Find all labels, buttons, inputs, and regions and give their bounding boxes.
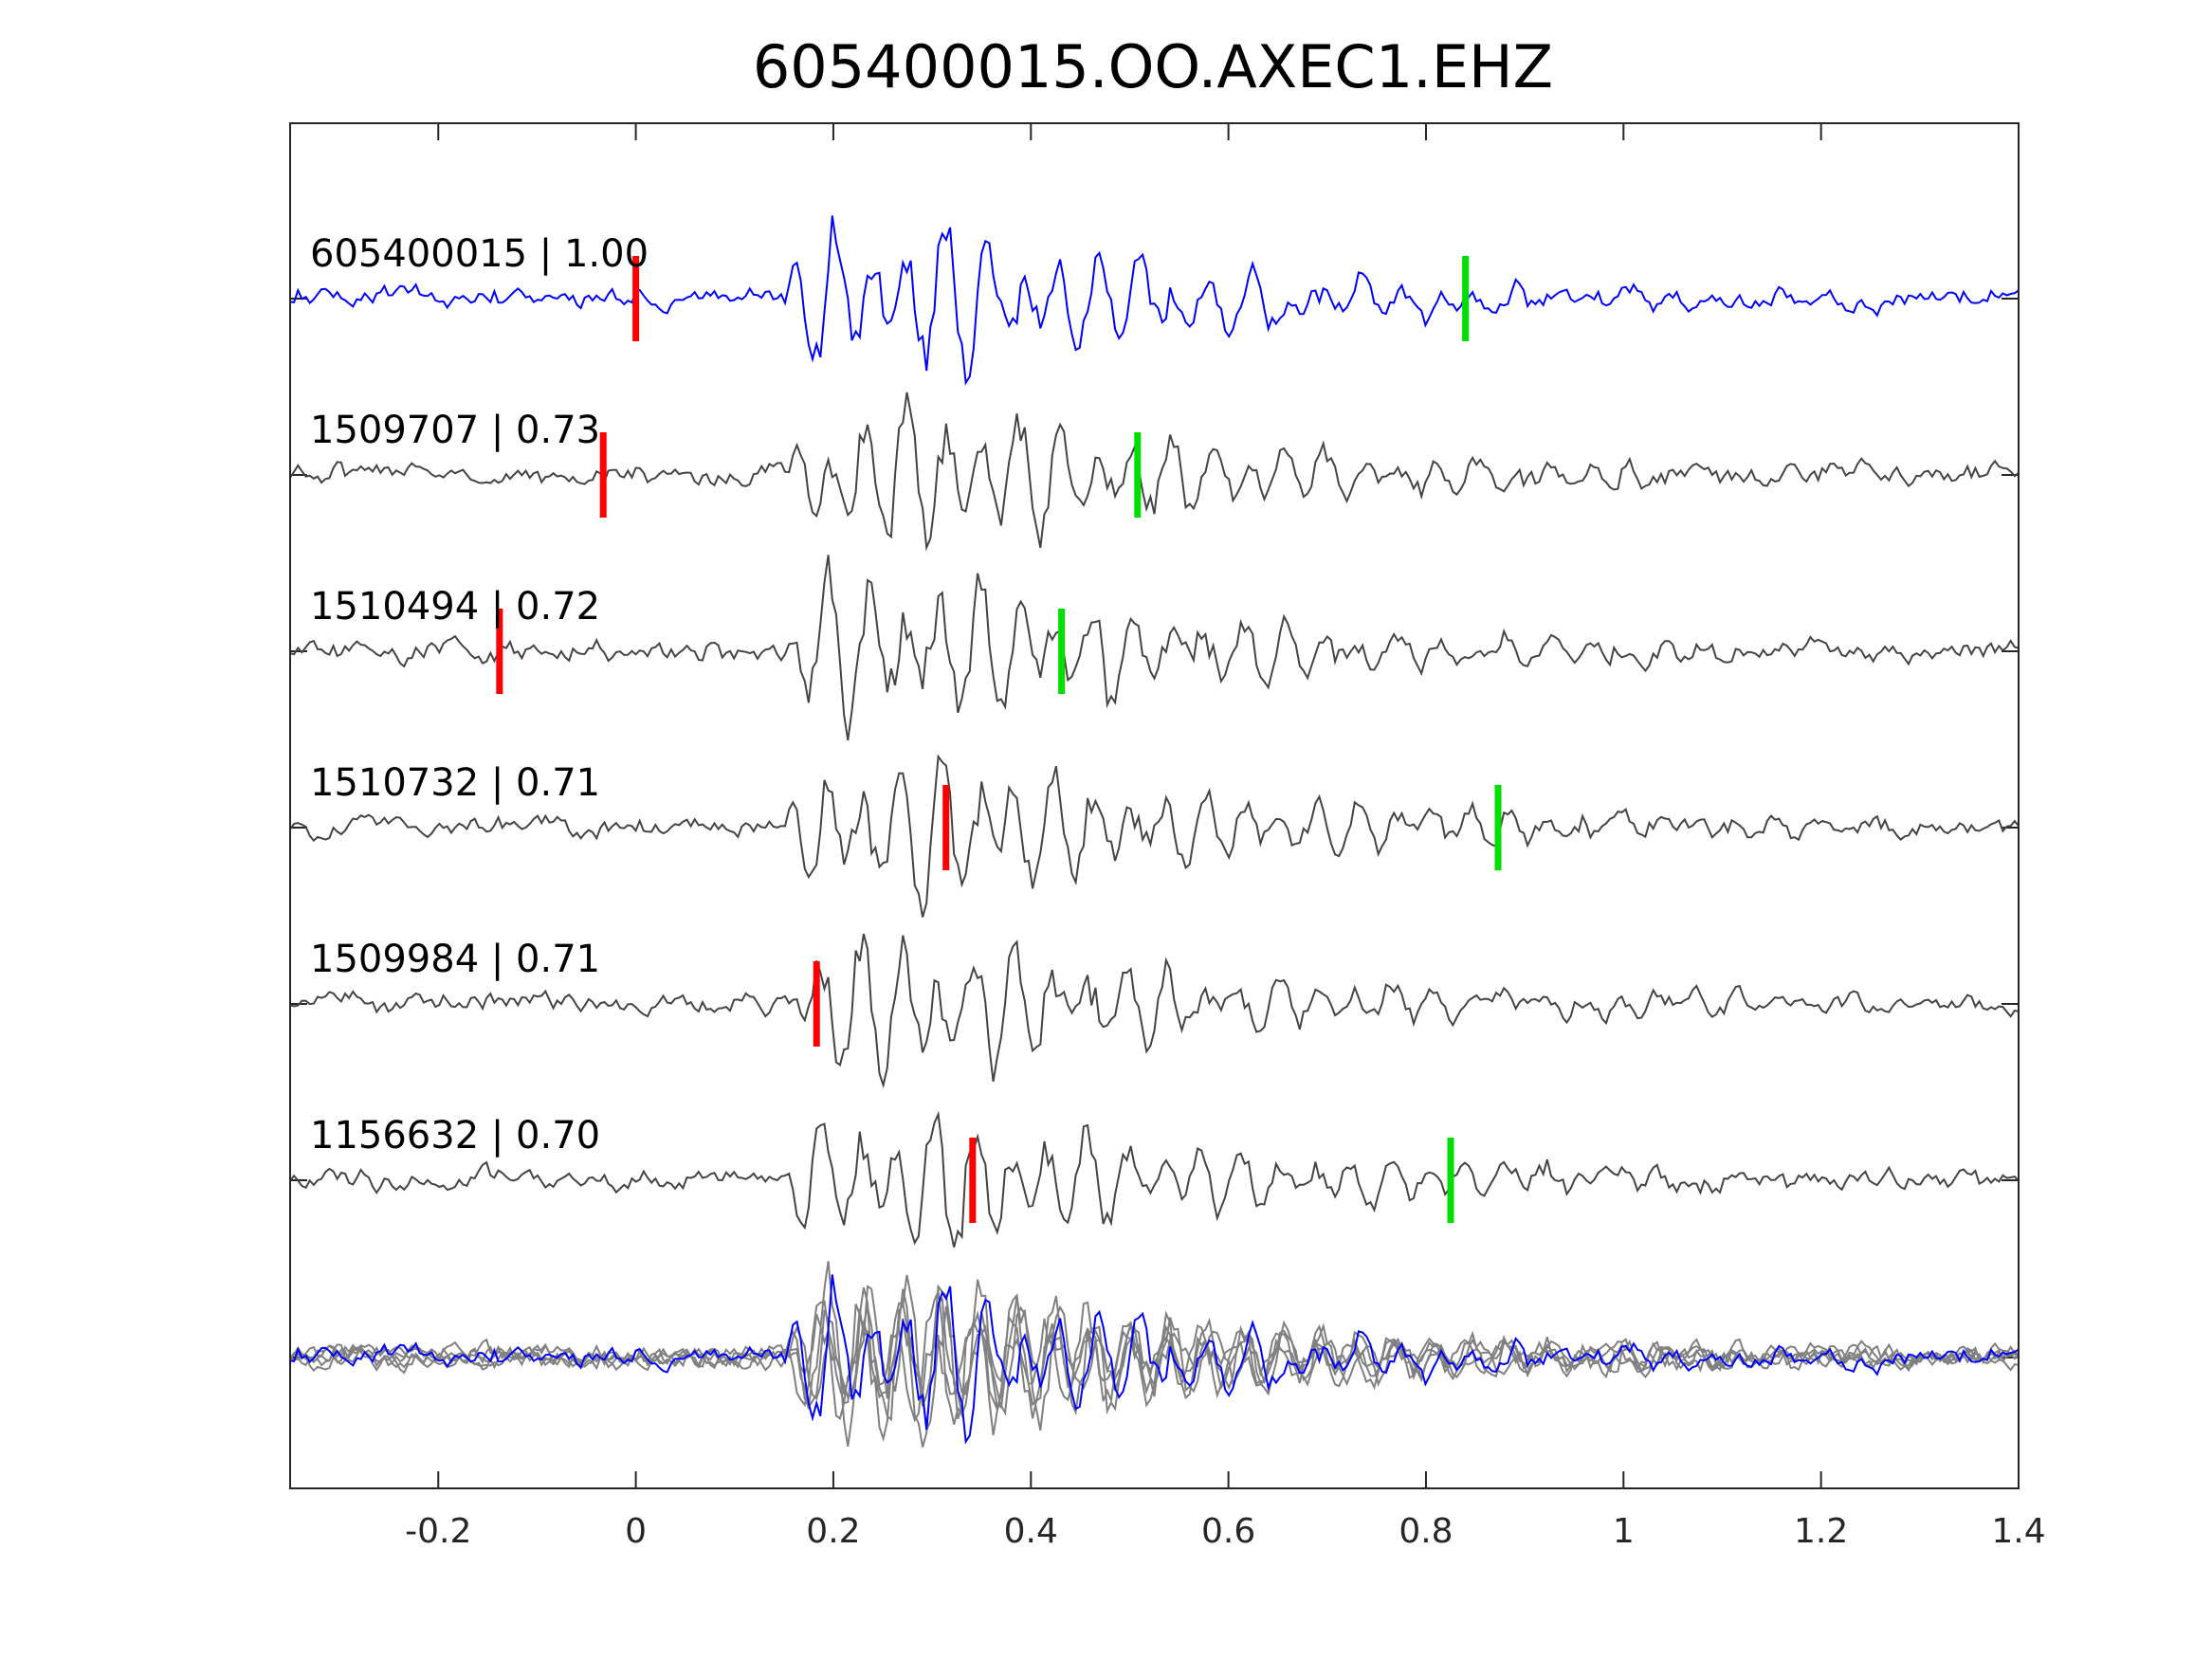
plot-frame [289,122,2020,1489]
trace-labels: 605400015 | 1.00 1509707 | 0.73 1510494 | … [310,232,649,1158]
waveform-1156632 [289,1110,2020,1248]
x-tick-label: 1.4 [1991,1512,2045,1551]
x-tick-label: 0.8 [1398,1512,1453,1551]
trace-label: 1156632 | 0.70 [310,1114,600,1158]
x-tick-label: 0.4 [1004,1512,1058,1551]
x-tick-label: 0.2 [806,1512,860,1551]
trace-label: 1510732 | 0.71 [310,761,600,805]
traces-group [289,215,2020,1448]
x-tick-label: 1.2 [1794,1512,1848,1551]
stack-waveform-1510732 [289,1284,2020,1448]
x-tick-label: 1 [1613,1512,1635,1551]
trace-label: 605400015 | 1.00 [310,232,649,276]
trace-label: 1509707 | 0.73 [310,409,600,452]
x-tick-label: -0.2 [405,1512,471,1551]
waveform-1510732 [289,754,2020,918]
stack-waveform-605400015 [289,1274,2020,1445]
waveform-1509707 [289,392,2020,552]
waveform-1510494 [289,555,2020,741]
waveform-1509984 [289,933,2020,1089]
x-tick-label: 0 [625,1512,647,1551]
trace-label: 1510494 | 0.72 [310,585,600,629]
x-axis-ticks: -0.2 0 0.2 0.4 0.6 0.8 1 1.2 1.4 [405,123,2046,1551]
stack-waveform-1510494 [289,1261,2020,1448]
x-tick-label: 0.6 [1201,1512,1255,1551]
chart-title: 605400015.OO.AXEC1.EHZ [753,32,1553,101]
trace-label: 1509984 | 0.71 [310,938,600,981]
waveform-605400015 [289,215,2020,386]
